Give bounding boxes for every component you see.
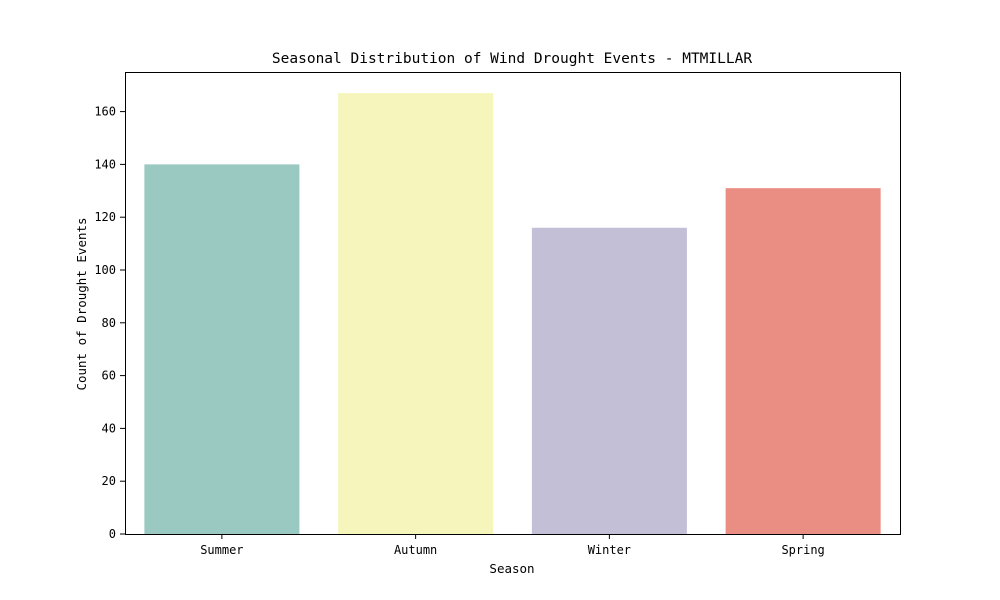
y-axis-ticks: 0 20 40 60 80 100 120 140 160: [94, 105, 125, 541]
x-tick-label: Winter: [588, 543, 631, 557]
bar-winter: [531, 227, 687, 534]
y-tick-label: 140: [94, 157, 116, 171]
bar-summer: [144, 164, 300, 534]
y-axis-label: Count of Drought Events: [74, 217, 89, 390]
y-tick-label: 100: [94, 263, 116, 277]
plot-area-frame: [125, 72, 901, 535]
y-tick-label: 20: [102, 474, 116, 488]
x-tick-label: Spring: [781, 543, 824, 557]
x-axis-label: Season: [489, 561, 534, 576]
y-tick-label: 80: [102, 316, 116, 330]
bars-group: [144, 93, 881, 535]
x-axis-ticks: Summer Autumn Winter Spring: [200, 534, 825, 557]
y-tick-label: 120: [94, 210, 116, 224]
chart-title: Seasonal Distribution of Wind Drought Ev…: [272, 51, 752, 67]
y-tick-label: 40: [102, 421, 116, 435]
y-tick-label: 160: [94, 105, 116, 119]
bar-autumn: [338, 93, 494, 535]
x-tick-label: Autumn: [394, 543, 437, 557]
y-tick-label: 60: [102, 369, 116, 383]
y-tick-label: 0: [109, 527, 116, 541]
x-tick-label: Summer: [200, 543, 243, 557]
bar-spring: [725, 188, 881, 534]
